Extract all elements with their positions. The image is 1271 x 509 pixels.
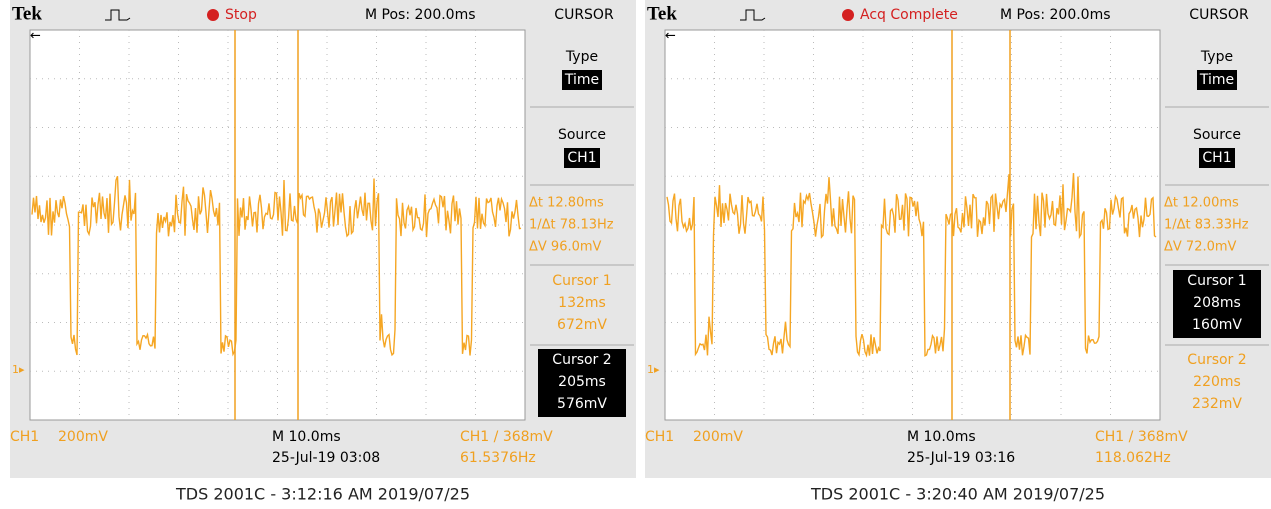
readout: Δt 12.80ms: [529, 196, 604, 211]
frequency: 118.062Hz: [1095, 450, 1171, 466]
type-value: Time: [1199, 72, 1234, 88]
ground-marker: 1▸: [12, 363, 25, 376]
caption: TDS 2001C - 3:20:40 AM 2019/07/25: [810, 485, 1105, 504]
menu-title: CURSOR: [1189, 7, 1249, 23]
status: Stop: [225, 7, 257, 23]
status-dot: [842, 9, 854, 21]
source-label: Source: [558, 127, 606, 143]
scale: 200mV: [693, 429, 743, 445]
channel: CH1: [645, 429, 674, 445]
cursor-readout: 232mV: [1192, 396, 1242, 412]
frequency: 61.5376Hz: [460, 450, 536, 466]
timebase: M 10.0ms: [272, 429, 341, 445]
type-value: Time: [564, 72, 599, 88]
readout: 1/Δt 83.33Hz: [1164, 218, 1249, 233]
type-label: Type: [565, 49, 598, 65]
cursor-readout: 205ms: [558, 374, 606, 390]
source-value: CH1: [567, 150, 596, 166]
cursor-readout: Cursor 1: [1187, 273, 1246, 289]
timebase: M 10.0ms: [907, 429, 976, 445]
date: 25-Jul-19 03:16: [907, 450, 1015, 466]
position: M Pos: 200.0ms: [1000, 7, 1111, 23]
readout: Δt 12.00ms: [1164, 196, 1239, 211]
brand: Tek: [12, 3, 42, 24]
cursor-readout: Cursor 2: [1187, 352, 1246, 368]
cursor-readout: 132ms: [558, 295, 606, 311]
cursor-readout: 672mV: [557, 317, 607, 333]
source-label: Source: [1193, 127, 1241, 143]
date: 25-Jul-19 03:08: [272, 450, 380, 466]
brand: Tek: [647, 3, 677, 24]
page: Tek Stop M Pos: 200.0ms CURSOR 1▸ ← Type Time So…: [0, 0, 1271, 509]
source-value: CH1: [1202, 150, 1231, 166]
readout: ΔV 72.0mV: [1164, 240, 1237, 255]
channel: CH1: [10, 429, 39, 445]
status-dot: [207, 9, 219, 21]
type-label: Type: [1200, 49, 1233, 65]
caption: TDS 2001C - 3:12:16 AM 2019/07/25: [175, 485, 470, 504]
status: Acq Complete: [860, 7, 958, 23]
cursor-readout: Cursor 2: [552, 352, 611, 368]
scope-screen: Tek Acq Complete M Pos: 200.0ms CURSOR 1▸ ← Ty…: [645, 0, 1271, 504]
ground-marker: 1▸: [647, 363, 660, 376]
trigger-marker: ←: [30, 29, 41, 44]
trigger: CH1 / 368mV: [460, 429, 553, 445]
cursor-readout: 208ms: [1193, 295, 1241, 311]
cursor-readout: Cursor 1: [552, 273, 611, 289]
position: M Pos: 200.0ms: [365, 7, 476, 23]
cursor-readout: 160mV: [1192, 317, 1242, 333]
menu-title: CURSOR: [554, 7, 614, 23]
readout: ΔV 96.0mV: [529, 240, 602, 255]
trigger: CH1 / 368mV: [1095, 429, 1188, 445]
cursor-readout: 576mV: [557, 396, 607, 412]
trigger-marker: ←: [665, 29, 676, 44]
scale: 200mV: [58, 429, 108, 445]
scope-screen: Tek Stop M Pos: 200.0ms CURSOR 1▸ ← Type Time So…: [10, 0, 636, 504]
cursor-readout: 220ms: [1193, 374, 1241, 390]
readout: 1/Δt 78.13Hz: [529, 218, 614, 233]
